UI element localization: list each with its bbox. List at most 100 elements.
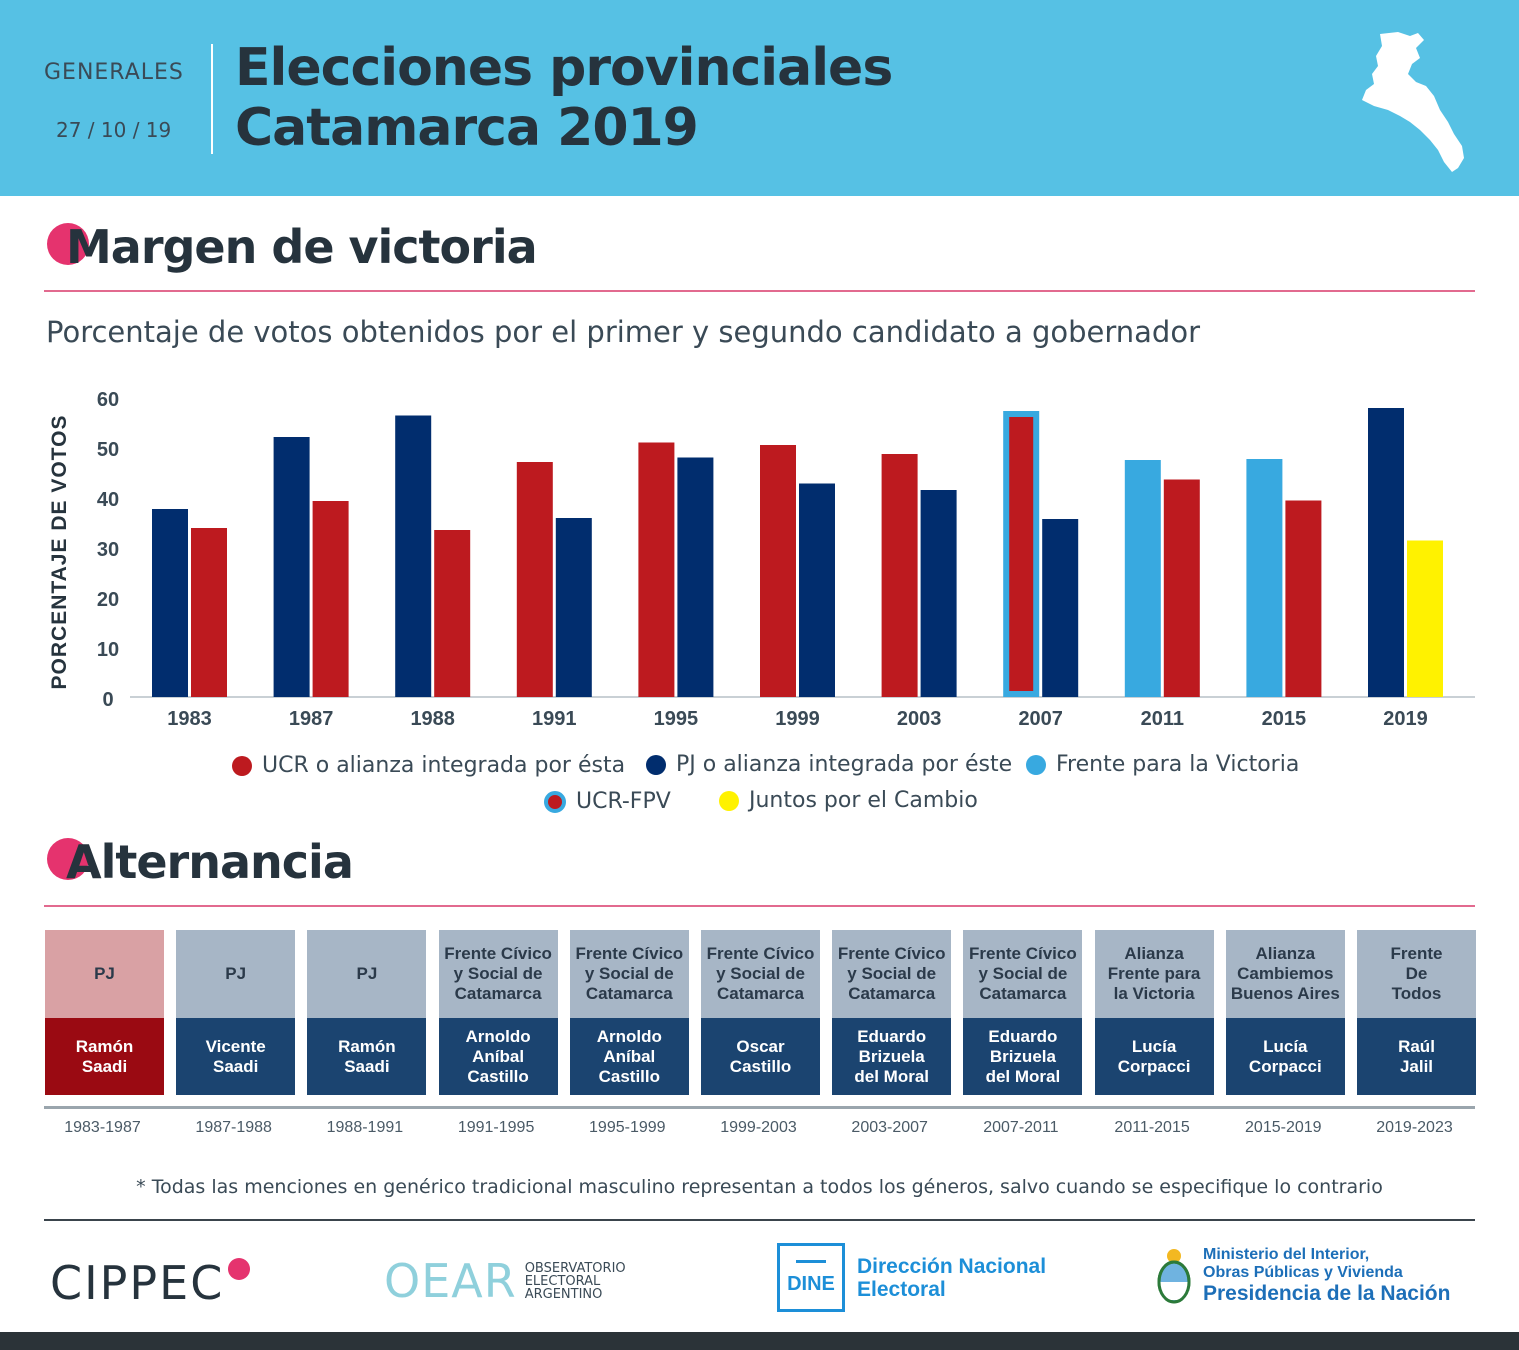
legend-item-fpv: Frente para la Victoria	[1026, 752, 1299, 777]
bar-1983-pj	[152, 509, 188, 697]
legend-fpv-label: Frente para la Victoria	[1056, 752, 1300, 777]
bar-2015-fpv	[1246, 459, 1283, 697]
governor-card: PJ Ramón Saadi	[45, 930, 164, 1095]
bar-1991-pj	[555, 518, 592, 697]
y-tick-label: 50	[97, 439, 119, 461]
governor-card: Frente Cívico y Social de Catamarca Arnol…	[569, 930, 689, 1095]
card-party-label: PJ	[356, 964, 378, 983]
section-rule	[44, 905, 1475, 907]
legend-item-ucr: UCR o alianza integrada por ésta	[232, 753, 625, 778]
oear-line-2: ELECTORAL	[524, 1273, 601, 1289]
x-tick-label: 2007	[1018, 708, 1063, 730]
bar-2003-pj	[920, 490, 957, 697]
x-tick-label: 2019	[1383, 708, 1428, 730]
bar-1991-ucr	[516, 462, 553, 697]
governor-card: Frente Cívico y Social de Catamarca Arnol…	[438, 930, 558, 1095]
dine-logo-text: Dirección Nacional Electoral	[857, 1255, 1046, 1301]
card-party: Frente Cívico y Social de Catamarca	[438, 930, 558, 1018]
title-line-1: Elecciones provinciales	[235, 38, 893, 98]
card-governor-name: Raúl Jalil	[1357, 1018, 1476, 1095]
card-governor-name: Arnoldo Aníbal Castillo	[438, 1018, 558, 1095]
dine-badge-bar	[796, 1259, 826, 1263]
y-tick-label: 0	[102, 689, 113, 711]
section-title-alternancia: Alternancia	[66, 835, 354, 889]
x-tick-label: 1995	[654, 708, 699, 730]
card-party: Frente Cívico y Social de Catamarca	[832, 930, 952, 1018]
legend-pj-swatch	[646, 754, 666, 775]
oear-logo-text: OEAR	[384, 1254, 517, 1308]
section-rule	[44, 290, 1475, 292]
card-party: Alianza Frente para la Victoria	[1094, 930, 1214, 1018]
legend-item-jxc: Juntos por el Cambio	[719, 788, 978, 813]
bar-1988-pj	[395, 415, 432, 697]
dine-badge-text: DINE	[787, 1272, 835, 1295]
section-dot	[47, 838, 89, 880]
ministerio-line-2: Obras Públicas y Vivienda	[1203, 1264, 1403, 1281]
card-party-label: PJ	[94, 964, 115, 983]
card-period: 1991-1995	[457, 1119, 535, 1136]
y-tick-label: 10	[97, 639, 119, 661]
section-dot	[47, 223, 89, 265]
chart-subtitle: Porcentaje de votos obtenidos por el pri…	[46, 315, 1200, 349]
legend-ucr-fpv-label: UCR-FPV	[576, 789, 671, 814]
y-tick-label: 60	[97, 389, 119, 411]
legend-jxc-label: Juntos por el Cambio	[749, 788, 978, 813]
card-governor-name: Vicente Saadi	[176, 1018, 296, 1095]
card-party-label: Frente De Todos	[1390, 944, 1443, 1003]
bar-2011-ucr	[1163, 479, 1200, 697]
card-period: 1995-1999	[589, 1119, 666, 1136]
oear-line-1: OBSERVATORIO	[524, 1260, 626, 1276]
card-party-label: Alianza Frente para la Victoria	[1107, 944, 1201, 1003]
bar-1988-ucr	[434, 530, 471, 697]
section-title-margen: Margen de victoria	[66, 220, 538, 274]
card-period: 2015-2019	[1245, 1119, 1322, 1136]
x-tick-label: 2015	[1262, 708, 1307, 730]
page-title: Elecciones provinciales Catamarca 2019	[235, 38, 893, 158]
header-separator	[211, 44, 213, 154]
y-tick-label: 40	[97, 489, 119, 511]
bar-1999-ucr	[760, 445, 796, 697]
card-party-label: Frente Cívico y Social de Catamarca	[837, 944, 946, 1003]
governor-card: Frente Cívico y Social de Catamarca Oscar…	[701, 930, 820, 1095]
card-party-label: Frente Cívico y Social de Catamarca	[706, 944, 815, 1003]
footnote: * Todas las menciones en genérico tradic…	[136, 1176, 1383, 1198]
legend-fpv-swatch	[1026, 754, 1046, 775]
bar-1987-pj	[273, 437, 310, 697]
legend-pj-label: PJ o alianza integrada por éste	[676, 752, 1013, 777]
card-party: Frente De Todos	[1357, 930, 1476, 1018]
x-tick-label: 2003	[897, 708, 942, 730]
card-period: 2007-2011	[983, 1119, 1059, 1136]
card-period: 2003-2007	[851, 1119, 928, 1136]
card-party: Alianza Cambiemos Buenos Aires	[1225, 930, 1345, 1018]
ministerio-line-3: Presidencia de la Nación	[1203, 1282, 1451, 1305]
x-tick-label: 1983	[167, 708, 212, 730]
y-axis-label: PORCENTAJE DE VOTOS	[48, 415, 71, 690]
legend-ucr-swatch	[232, 755, 252, 776]
bar-chart: 0 10 20 30 40 50 60 PORCENTAJE DE VOTOS 1983 1987…	[48, 389, 1475, 730]
governor-card: PJ Vicente Saadi	[176, 930, 296, 1095]
card-governor-name: Oscar Castillo	[701, 1018, 820, 1095]
card-period: 2011-2015	[1114, 1119, 1190, 1136]
card-party-label: Frente Cívico y Social de Catamarca	[969, 944, 1077, 1003]
timeline-rule	[44, 1106, 1475, 1109]
ministerio-line-1: Ministerio del Interior,	[1203, 1246, 1370, 1263]
argentina-shield-icon	[1157, 1249, 1191, 1304]
legend-ucr-label: UCR o alianza integrada por ésta	[262, 753, 626, 778]
card-governor-name: Eduardo Brizuela del Moral	[832, 1018, 952, 1095]
legend-item-pj: PJ o alianza integrada por éste	[646, 752, 1012, 777]
oear-logo-subtext: OBSERVATORIO ELECTORAL ARGENTINO	[525, 1262, 626, 1301]
bar-1995-pj	[677, 457, 714, 697]
x-tick-label: 1991	[532, 708, 577, 730]
card-party: PJ	[307, 930, 427, 1018]
card-period: 1983-1987	[64, 1119, 141, 1136]
election-date: 27 / 10 / 19	[56, 118, 172, 142]
bar-2015-ucr	[1285, 500, 1322, 697]
card-period: 1999-2003	[720, 1119, 797, 1136]
dine-badge: DINE	[777, 1243, 845, 1312]
card-party-label: Frente Cívico y Social de Catamarca	[444, 944, 552, 1003]
governor-card: Frente Cívico y Social de Catamarca Eduar…	[832, 930, 952, 1095]
catamarca-map-icon	[1362, 32, 1464, 172]
card-governor-name: Ramón Saadi	[45, 1018, 164, 1095]
card-party: Frente Cívico y Social de Catamarca	[701, 930, 820, 1018]
bar-1983-ucr	[191, 528, 227, 697]
